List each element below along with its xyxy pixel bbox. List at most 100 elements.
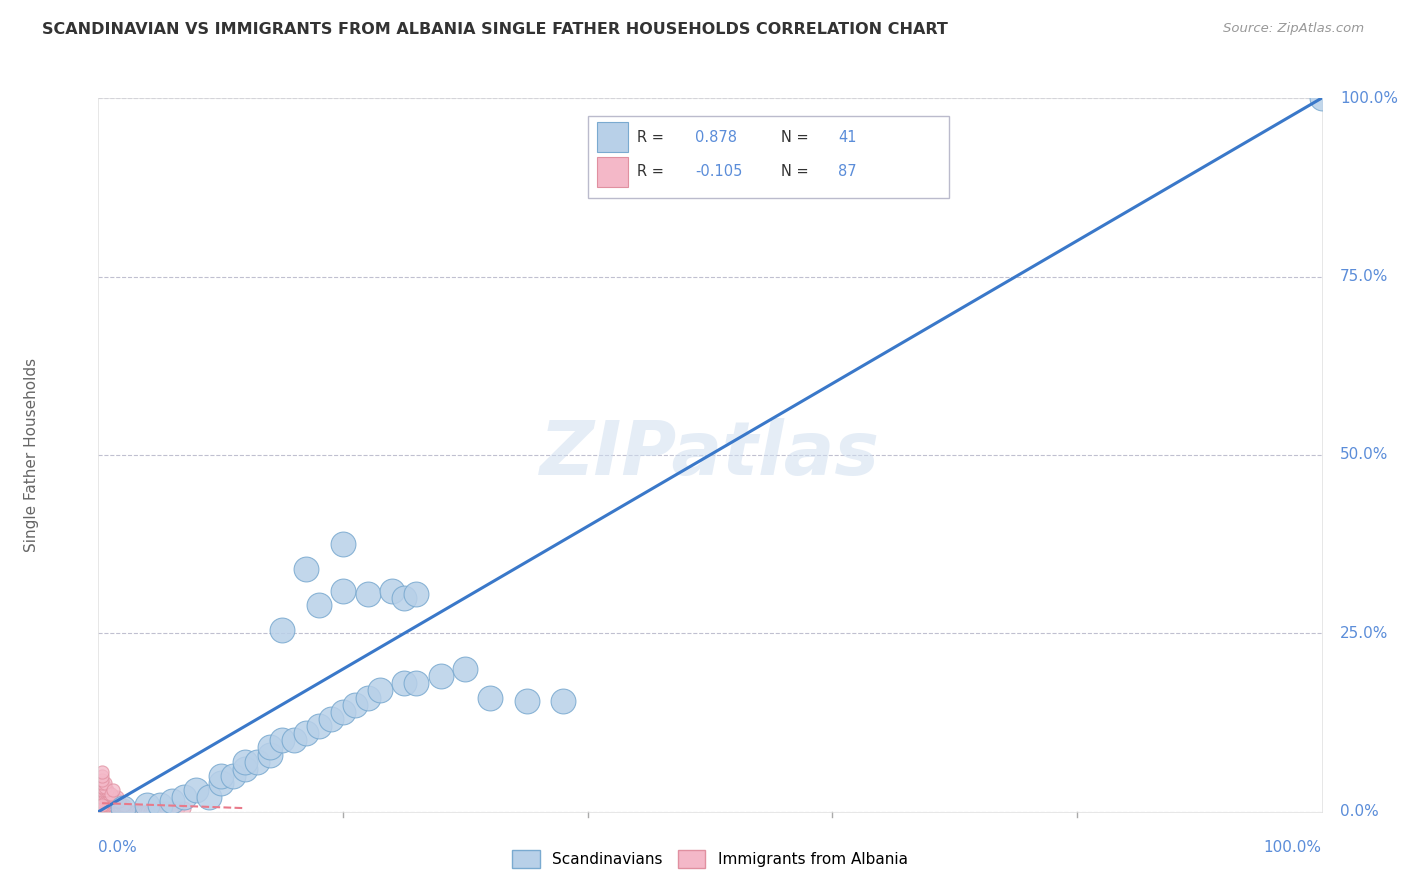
Legend: Scandinavians, Immigrants from Albania: Scandinavians, Immigrants from Albania: [505, 843, 915, 875]
Point: [121, 805, 143, 819]
Text: R =: R =: [637, 130, 668, 145]
Point: [1310, 91, 1333, 105]
Point: [368, 683, 391, 698]
Point: [96, 787, 118, 801]
Point: [405, 676, 427, 690]
Point: [111, 801, 134, 815]
Point: [96, 783, 118, 797]
Point: [101, 794, 124, 808]
Point: [96, 805, 118, 819]
Point: [127, 805, 149, 819]
Text: 75.0%: 75.0%: [1340, 269, 1388, 284]
Point: [553, 694, 575, 708]
Text: 0.878: 0.878: [696, 130, 737, 145]
Point: [91, 776, 114, 790]
Point: [515, 694, 537, 708]
Point: [105, 801, 128, 815]
Point: [103, 797, 125, 812]
Point: [91, 801, 114, 815]
Point: [98, 790, 121, 805]
Point: [155, 801, 177, 815]
Point: [108, 797, 131, 812]
Point: [186, 783, 208, 797]
Point: [319, 712, 342, 726]
Point: [246, 755, 269, 769]
Point: [100, 805, 122, 819]
Point: [160, 794, 183, 808]
Point: [430, 669, 453, 683]
Point: [101, 801, 124, 815]
Point: [136, 805, 159, 819]
Point: [392, 676, 416, 690]
Point: [105, 805, 128, 819]
Point: [96, 794, 118, 808]
Text: SCANDINAVIAN VS IMMIGRANTS FROM ALBANIA SINGLE FATHER HOUSEHOLDS CORRELATION CHA: SCANDINAVIAN VS IMMIGRANTS FROM ALBANIA …: [42, 22, 948, 37]
Point: [93, 780, 115, 794]
Point: [91, 765, 114, 780]
Point: [110, 805, 132, 819]
Point: [149, 797, 172, 812]
Point: [112, 797, 135, 812]
Point: [131, 805, 153, 819]
Point: [259, 740, 281, 755]
Point: [111, 797, 134, 812]
Point: [101, 805, 124, 819]
Point: [98, 787, 121, 801]
Point: [197, 790, 219, 805]
Point: [105, 797, 128, 812]
Point: [96, 801, 118, 815]
Point: [209, 769, 232, 783]
Point: [91, 769, 114, 783]
Point: [93, 776, 115, 790]
Point: [356, 690, 378, 705]
Point: [96, 790, 118, 805]
Point: [308, 598, 330, 612]
Point: [149, 801, 172, 815]
Point: [93, 805, 115, 819]
Point: [173, 801, 195, 815]
Point: [111, 805, 134, 819]
Point: [93, 790, 115, 805]
Point: [93, 801, 115, 815]
Point: [100, 787, 122, 801]
Point: [103, 801, 125, 815]
Point: [93, 797, 115, 812]
Point: [98, 794, 121, 808]
Text: -0.105: -0.105: [696, 164, 742, 179]
Text: 87: 87: [838, 164, 858, 179]
Point: [478, 690, 501, 705]
Point: [308, 719, 330, 733]
Point: [344, 698, 367, 712]
Point: [111, 801, 134, 815]
Point: [392, 591, 416, 605]
Point: [143, 805, 166, 819]
Point: [129, 805, 152, 819]
Point: [101, 797, 124, 812]
Point: [173, 790, 195, 805]
Point: [91, 797, 114, 812]
Point: [134, 805, 156, 819]
Point: [295, 562, 318, 576]
Point: [101, 805, 124, 819]
FancyBboxPatch shape: [598, 157, 628, 186]
Text: 25.0%: 25.0%: [1340, 626, 1388, 640]
Point: [136, 797, 159, 812]
Point: [103, 794, 125, 808]
Text: Single Father Households: Single Father Households: [24, 358, 38, 552]
Point: [101, 783, 124, 797]
Point: [117, 805, 139, 819]
Point: [91, 772, 114, 787]
Point: [120, 805, 142, 819]
Point: [91, 790, 114, 805]
Point: [270, 623, 294, 637]
Point: [160, 801, 183, 815]
Point: [103, 805, 125, 819]
Point: [114, 805, 136, 819]
Point: [98, 801, 121, 815]
Point: [454, 662, 477, 676]
Point: [93, 794, 115, 808]
Text: Source: ZipAtlas.com: Source: ZipAtlas.com: [1223, 22, 1364, 36]
Text: 41: 41: [838, 130, 858, 145]
Point: [222, 769, 245, 783]
Point: [91, 787, 114, 801]
